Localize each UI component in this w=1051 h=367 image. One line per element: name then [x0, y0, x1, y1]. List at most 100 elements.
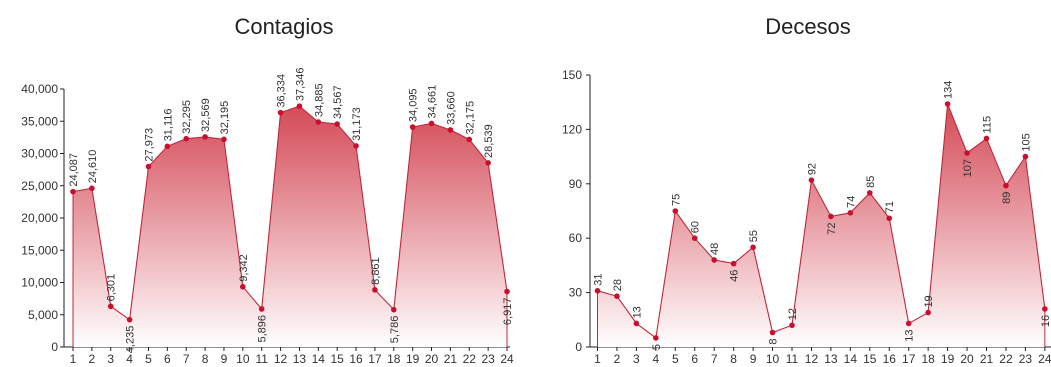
data-label: 28,539 — [483, 124, 495, 158]
x-tick-label: 14 — [844, 352, 858, 366]
data-point — [964, 150, 970, 156]
y-tick-label: 15,000 — [21, 243, 58, 257]
chart-title: Contagios — [234, 14, 333, 39]
x-tick-label: 7 — [183, 352, 190, 366]
data-point — [672, 208, 679, 214]
x-tick-label: 12 — [805, 352, 819, 366]
data-label: 48 — [709, 243, 721, 255]
data-point — [164, 143, 171, 150]
data-label: 5,896 — [257, 315, 269, 343]
x-tick-label: 12 — [274, 352, 288, 366]
data-point — [372, 287, 378, 293]
data-label: 32,569 — [200, 98, 212, 132]
data-point — [711, 257, 717, 263]
data-point — [886, 215, 893, 222]
x-tick-label: 7 — [711, 352, 718, 366]
y-tick-label: 25,000 — [21, 179, 58, 193]
x-tick-label: 13 — [824, 352, 838, 366]
data-label: 24,610 — [87, 150, 99, 184]
data-point — [789, 322, 795, 329]
area-fill — [597, 104, 1045, 347]
x-tick-label: 9 — [221, 352, 228, 366]
data-label: 8,861 — [370, 257, 382, 285]
y-tick-label: 30 — [569, 286, 583, 300]
chart-title: Decesos — [765, 14, 851, 39]
data-label: 8 — [768, 338, 780, 344]
x-tick-label: 24 — [1038, 352, 1051, 366]
data-point — [1022, 153, 1029, 160]
data-label: 107 — [962, 159, 974, 177]
data-label: 27,973 — [143, 128, 155, 162]
data-point — [925, 309, 931, 316]
data-point — [808, 177, 815, 183]
data-label: 36,334 — [276, 74, 288, 108]
data-point — [828, 213, 834, 220]
data-label: 5 — [651, 344, 663, 350]
data-label: 89 — [1001, 192, 1013, 204]
y-tick-label: 150 — [562, 68, 582, 82]
data-label: 34,885 — [313, 83, 325, 117]
x-tick-label: 5 — [672, 352, 679, 366]
x-tick-label: 11 — [255, 352, 268, 366]
x-tick-label: 24 — [500, 352, 514, 366]
data-label: 12 — [787, 308, 799, 320]
data-label: 13 — [904, 329, 916, 341]
data-point — [277, 109, 284, 116]
y-tick-label: 40,000 — [21, 82, 58, 96]
data-point — [258, 306, 265, 312]
data-point — [466, 136, 473, 143]
data-point — [983, 135, 990, 142]
data-point — [126, 316, 133, 323]
x-tick-label: 22 — [999, 352, 1013, 366]
data-label: 13 — [631, 306, 643, 318]
x-tick-label: 4 — [653, 352, 660, 366]
series-line — [597, 103, 1046, 339]
x-tick-label: 10 — [236, 352, 250, 366]
data-point — [221, 136, 227, 143]
series-line — [72, 105, 508, 321]
data-label: 24,087 — [68, 153, 80, 187]
data-label: 75 — [670, 194, 682, 206]
x-tick-label: 22 — [463, 352, 477, 366]
data-label: 32,195 — [219, 101, 231, 135]
x-tick-label: 8 — [730, 352, 737, 366]
data-point — [1003, 182, 1009, 189]
data-label: 31,116 — [162, 108, 174, 141]
data-label: 16 — [1040, 315, 1051, 327]
data-point — [730, 260, 737, 267]
x-tick-label: 2 — [89, 352, 96, 366]
data-label: 72 — [826, 222, 838, 234]
data-label: 60 — [690, 221, 702, 233]
x-tick-label: 17 — [902, 352, 916, 366]
data-label: 6,301 — [106, 274, 118, 302]
data-label: 28 — [612, 279, 624, 291]
x-tick-label: 10 — [766, 352, 780, 366]
x-tick-label: 21 — [444, 352, 458, 366]
y-tick-label: 10,000 — [21, 276, 58, 290]
data-label: 4,235 — [125, 326, 137, 354]
x-tick-label: 4 — [126, 352, 133, 366]
data-label: 74 — [845, 196, 857, 208]
y-tick-label: 20,000 — [21, 211, 58, 225]
data-point — [296, 103, 303, 109]
data-point — [447, 127, 454, 133]
data-point — [202, 134, 208, 140]
data-point — [145, 163, 152, 170]
data-point — [107, 303, 114, 310]
data-label: 31 — [593, 274, 605, 286]
data-point — [504, 288, 510, 295]
data-point — [1042, 306, 1048, 312]
data-point — [409, 124, 416, 130]
data-point — [240, 283, 246, 290]
data-point — [867, 190, 873, 196]
data-label: 34,095 — [408, 88, 420, 122]
x-tick-label: 20 — [960, 352, 974, 366]
x-tick-label: 3 — [107, 352, 114, 366]
x-tick-label: 1 — [594, 352, 601, 366]
data-label: 37,346 — [294, 67, 306, 101]
data-label: 34,661 — [427, 85, 439, 119]
data-point — [428, 120, 435, 127]
data-point — [750, 244, 756, 251]
